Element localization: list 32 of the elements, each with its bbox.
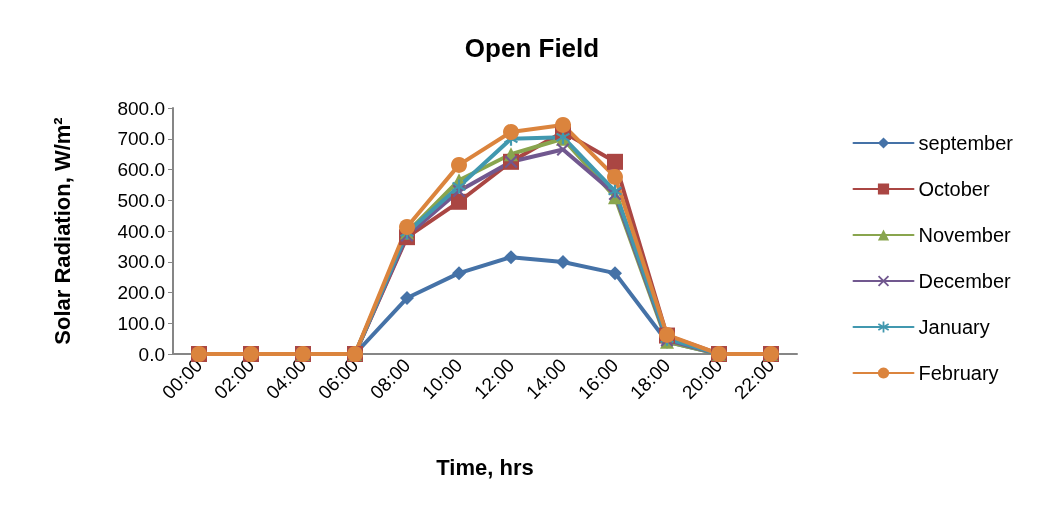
y-tick-label: 200.0 bbox=[117, 282, 165, 303]
point bbox=[555, 116, 571, 133]
point bbox=[608, 266, 622, 281]
y-tick-label: 100.0 bbox=[117, 312, 165, 334]
point bbox=[504, 250, 518, 265]
y-tick-label: 300.0 bbox=[117, 251, 165, 273]
legend-label: september bbox=[918, 132, 1014, 154]
point bbox=[607, 153, 623, 170]
point bbox=[451, 193, 467, 210]
point bbox=[399, 219, 415, 235]
legend-label: October bbox=[918, 178, 990, 200]
point bbox=[556, 143, 570, 157]
y-axis-title: Solar Radiation, W/m² bbox=[49, 117, 75, 345]
point bbox=[452, 179, 466, 194]
point bbox=[452, 266, 466, 281]
legend-label: January bbox=[918, 316, 990, 338]
y-tick-label: 700.0 bbox=[117, 128, 165, 150]
x-axis-title: Time, hrs bbox=[436, 454, 534, 480]
y-tick-label: 800.0 bbox=[117, 97, 165, 119]
y-tick-label: 500.0 bbox=[117, 189, 165, 211]
point bbox=[556, 255, 570, 270]
y-tick-label: 400.0 bbox=[117, 220, 165, 242]
y-tick-label: 0.0 bbox=[138, 343, 165, 365]
chart-title: Open Field bbox=[464, 33, 600, 63]
legend-label: November bbox=[918, 224, 1012, 246]
legend-label: February bbox=[918, 362, 999, 384]
legend-label: December bbox=[918, 270, 1012, 292]
point bbox=[400, 291, 414, 306]
point bbox=[607, 168, 623, 185]
point bbox=[451, 156, 467, 173]
point bbox=[503, 123, 519, 140]
y-tick-label: 600.0 bbox=[117, 159, 165, 180]
